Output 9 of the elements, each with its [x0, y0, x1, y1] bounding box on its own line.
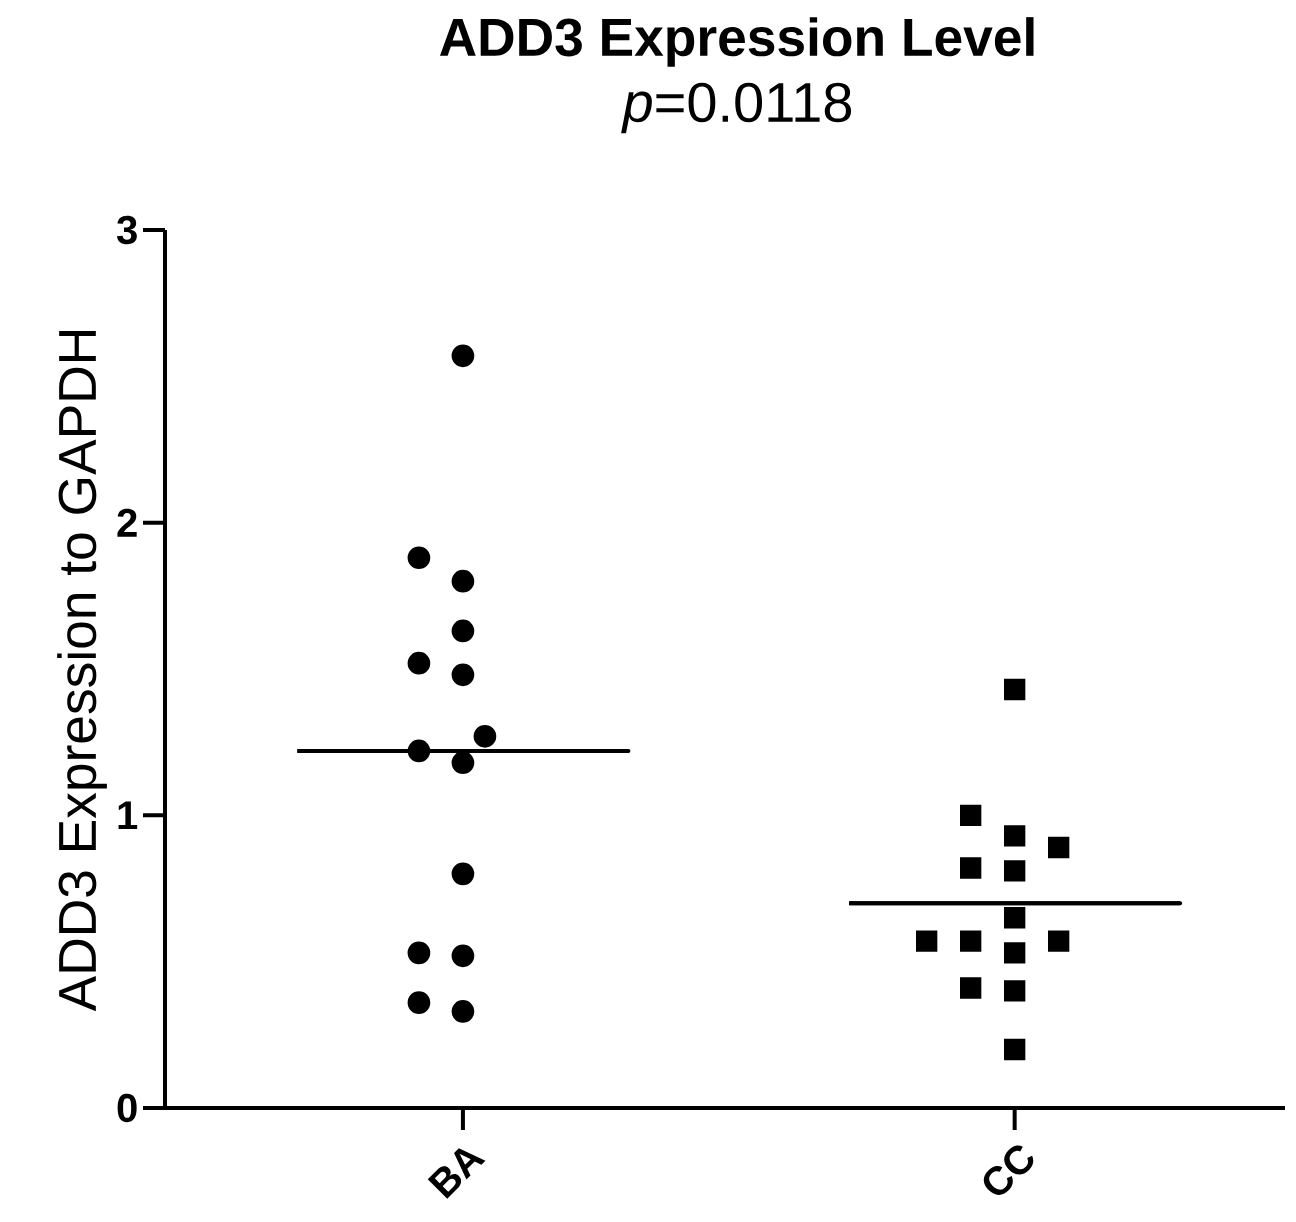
- x-tick-label: CC: [983, 1145, 1034, 1195]
- chart-title: ADD3 Expression Level: [439, 17, 1034, 67]
- y-tick-label: 2: [117, 508, 137, 537]
- y-axis-title: ADD3 Expression to GAPDH: [57, 331, 107, 1012]
- y-tick-label: 0: [117, 1093, 137, 1123]
- x-tick-label: BA: [427, 1148, 486, 1199]
- chart-subtitle: p=0.0118: [621, 82, 852, 134]
- y-tick-label: 3: [116, 215, 137, 245]
- y-tick-label: 1: [118, 801, 138, 830]
